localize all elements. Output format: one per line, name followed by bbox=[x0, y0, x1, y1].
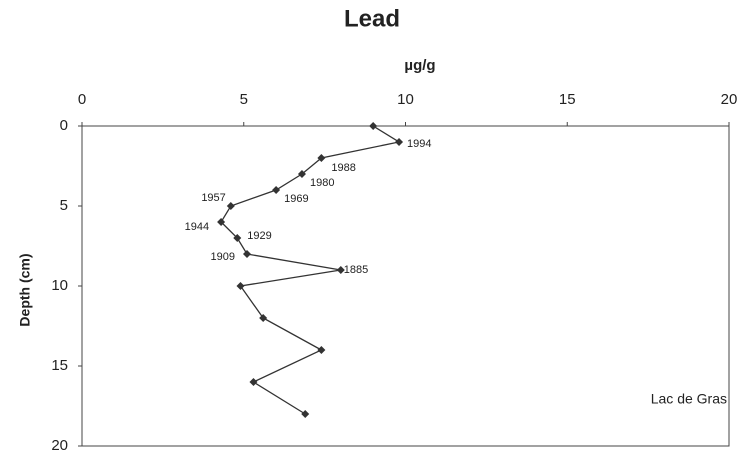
point-label: 1944 bbox=[185, 221, 209, 233]
data-point bbox=[242, 250, 251, 258]
y-axis-title: Depth (cm) bbox=[17, 253, 33, 326]
data-point bbox=[217, 218, 226, 226]
y-tick-label: 0 bbox=[60, 117, 68, 134]
point-label: 1929 bbox=[247, 230, 271, 242]
point-label: 1885 bbox=[344, 264, 368, 276]
point-label: 1988 bbox=[331, 162, 355, 174]
y-tick-label: 20 bbox=[51, 437, 68, 454]
point-label: 1957 bbox=[201, 192, 225, 204]
annotation: Lac de Gras bbox=[651, 391, 727, 407]
data-point bbox=[259, 314, 268, 322]
data-point bbox=[233, 234, 242, 242]
data-point bbox=[317, 154, 326, 162]
data-point bbox=[395, 138, 404, 146]
data-point bbox=[272, 186, 281, 194]
x-tick-label: 20 bbox=[721, 91, 738, 108]
x-axis-title: µg/g bbox=[404, 57, 435, 74]
data-point bbox=[297, 170, 306, 178]
data-point bbox=[336, 266, 345, 274]
data-point bbox=[369, 122, 378, 130]
point-label: 1969 bbox=[284, 193, 308, 205]
data-line bbox=[220, 125, 401, 415]
x-tick-label: 10 bbox=[397, 91, 414, 108]
data-point bbox=[226, 202, 235, 210]
x-tick-label: 15 bbox=[559, 91, 576, 108]
point-label: 1909 bbox=[211, 251, 235, 263]
data-point bbox=[317, 346, 326, 354]
y-tick-label: 15 bbox=[51, 357, 68, 374]
data-point bbox=[301, 410, 310, 418]
data-point bbox=[249, 378, 258, 386]
x-tick-label: 5 bbox=[240, 91, 248, 108]
chart-title: Lead bbox=[344, 5, 400, 32]
y-tick-label: 5 bbox=[60, 197, 68, 214]
data-point bbox=[236, 282, 245, 290]
point-label: 1994 bbox=[407, 138, 431, 150]
y-tick-label: 10 bbox=[51, 277, 68, 294]
point-label: 1980 bbox=[310, 177, 334, 189]
x-tick-label: 0 bbox=[78, 91, 86, 108]
plot-frame bbox=[81, 125, 730, 447]
